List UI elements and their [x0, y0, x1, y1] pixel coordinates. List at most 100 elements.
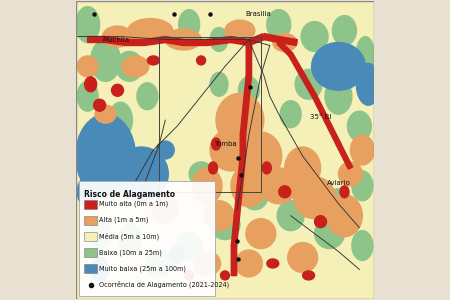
- Ellipse shape: [231, 165, 267, 207]
- Ellipse shape: [176, 232, 202, 259]
- Text: Tomba: Tomba: [214, 141, 236, 147]
- Ellipse shape: [117, 225, 141, 254]
- Ellipse shape: [216, 93, 264, 147]
- Ellipse shape: [89, 219, 110, 248]
- Ellipse shape: [220, 271, 230, 280]
- Ellipse shape: [90, 257, 108, 281]
- Ellipse shape: [262, 162, 271, 174]
- FancyArrow shape: [246, 46, 252, 76]
- Ellipse shape: [303, 271, 315, 280]
- Ellipse shape: [210, 28, 228, 52]
- Text: Baixa (10m a 25m): Baixa (10m a 25m): [99, 249, 162, 256]
- Ellipse shape: [189, 162, 213, 186]
- FancyArrow shape: [278, 37, 297, 45]
- Ellipse shape: [212, 138, 220, 150]
- Ellipse shape: [170, 246, 184, 263]
- Text: Muchila: Muchila: [103, 37, 130, 43]
- Ellipse shape: [279, 186, 291, 198]
- Ellipse shape: [165, 29, 201, 50]
- FancyArrow shape: [277, 41, 292, 56]
- FancyArrow shape: [237, 156, 246, 186]
- Text: 35° BI: 35° BI: [310, 114, 331, 120]
- Ellipse shape: [352, 171, 373, 201]
- Ellipse shape: [114, 147, 168, 201]
- Ellipse shape: [85, 77, 97, 92]
- Ellipse shape: [241, 180, 268, 210]
- Bar: [79, 182, 215, 296]
- Ellipse shape: [194, 251, 220, 275]
- Bar: [84, 248, 97, 257]
- Bar: [159, 37, 261, 192]
- Ellipse shape: [315, 219, 344, 248]
- Ellipse shape: [112, 84, 123, 96]
- Ellipse shape: [327, 195, 362, 237]
- Ellipse shape: [116, 52, 143, 81]
- Ellipse shape: [325, 189, 352, 219]
- Text: Muito baixa (25m a 100m): Muito baixa (25m a 100m): [99, 265, 186, 272]
- Ellipse shape: [192, 168, 222, 204]
- Ellipse shape: [147, 56, 159, 65]
- Ellipse shape: [267, 259, 279, 268]
- FancyArrow shape: [234, 186, 243, 216]
- Ellipse shape: [156, 141, 174, 159]
- Ellipse shape: [340, 186, 349, 198]
- FancyArrow shape: [312, 95, 328, 121]
- Text: Risco de Alagamento: Risco de Alagamento: [84, 190, 175, 199]
- FancyArrow shape: [336, 143, 352, 169]
- Ellipse shape: [76, 114, 135, 198]
- FancyArrow shape: [231, 246, 237, 276]
- Ellipse shape: [152, 196, 179, 223]
- Ellipse shape: [95, 105, 116, 123]
- Ellipse shape: [210, 72, 228, 96]
- Ellipse shape: [146, 250, 173, 277]
- FancyArrow shape: [301, 74, 317, 98]
- Ellipse shape: [295, 69, 322, 99]
- Ellipse shape: [179, 10, 200, 40]
- Ellipse shape: [108, 102, 132, 138]
- Ellipse shape: [204, 201, 234, 231]
- Ellipse shape: [209, 162, 217, 174]
- Ellipse shape: [240, 132, 282, 180]
- Ellipse shape: [235, 250, 262, 277]
- Ellipse shape: [225, 20, 255, 41]
- FancyArrow shape: [243, 75, 252, 106]
- Ellipse shape: [351, 135, 374, 165]
- Ellipse shape: [210, 210, 240, 240]
- Text: Ocorrência de Alagamento (2021-2024): Ocorrência de Alagamento (2021-2024): [99, 281, 229, 288]
- Bar: [84, 200, 97, 208]
- FancyArrow shape: [183, 40, 207, 46]
- Ellipse shape: [315, 216, 327, 228]
- Ellipse shape: [210, 129, 252, 171]
- Text: Brasilia: Brasilia: [245, 11, 271, 17]
- FancyArrow shape: [248, 34, 265, 45]
- FancyArrow shape: [126, 40, 144, 46]
- FancyArrow shape: [207, 37, 231, 46]
- Ellipse shape: [338, 162, 362, 186]
- FancyArrow shape: [165, 37, 184, 45]
- Bar: [84, 216, 97, 225]
- FancyArrow shape: [88, 37, 106, 43]
- Ellipse shape: [77, 177, 98, 207]
- Ellipse shape: [285, 147, 320, 189]
- FancyArrow shape: [240, 135, 246, 156]
- FancyArrow shape: [263, 34, 279, 42]
- Ellipse shape: [90, 40, 121, 81]
- Ellipse shape: [311, 43, 365, 90]
- FancyArrow shape: [144, 37, 166, 46]
- Text: Aviario: Aviario: [327, 180, 351, 186]
- Text: Média (5m a 10m): Média (5m a 10m): [99, 232, 159, 240]
- FancyArrow shape: [324, 119, 341, 145]
- Ellipse shape: [77, 56, 98, 77]
- Ellipse shape: [261, 168, 297, 204]
- Ellipse shape: [347, 111, 371, 141]
- FancyArrow shape: [230, 37, 249, 45]
- Ellipse shape: [267, 10, 291, 40]
- Ellipse shape: [356, 63, 380, 105]
- FancyArrow shape: [288, 53, 305, 76]
- Ellipse shape: [137, 83, 158, 110]
- Ellipse shape: [352, 231, 373, 260]
- Ellipse shape: [294, 177, 336, 219]
- Bar: [84, 232, 97, 241]
- FancyArrow shape: [105, 37, 127, 46]
- Ellipse shape: [197, 56, 206, 65]
